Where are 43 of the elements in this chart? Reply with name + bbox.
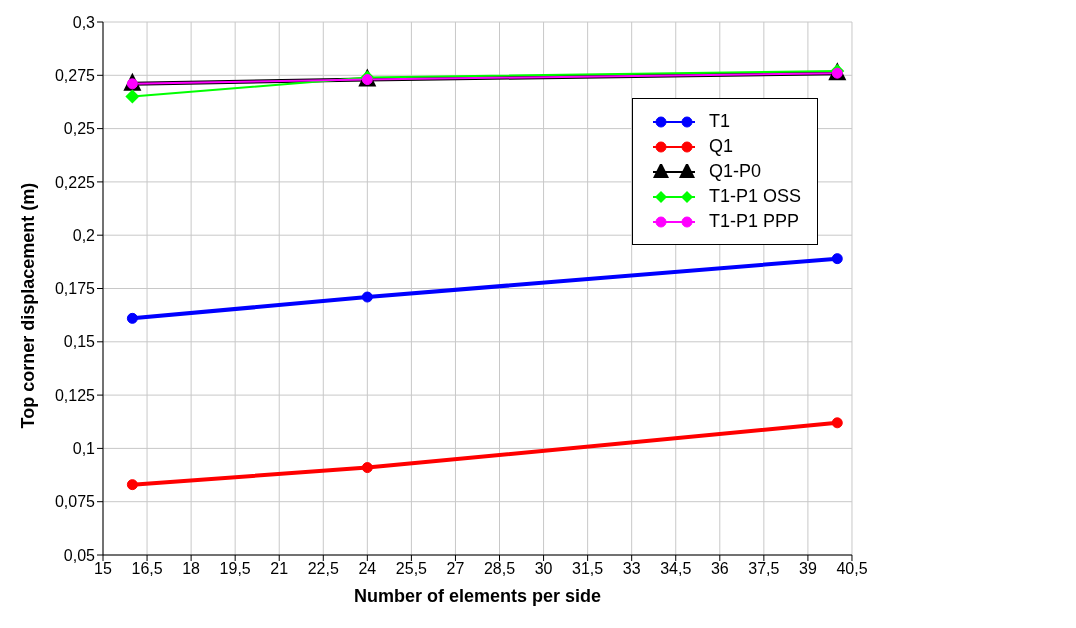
x-tick-label: 28,5 <box>483 560 516 578</box>
x-tick-label: 37,5 <box>748 560 780 578</box>
y-tick-label: 0,1 <box>72 440 96 458</box>
point <box>831 417 843 429</box>
x-tick-label: 30 <box>534 560 553 578</box>
y-tick-label: 0,2 <box>72 226 96 244</box>
x-tick-label: 19,5 <box>219 560 251 578</box>
y-tick-label: 0,125 <box>54 386 96 404</box>
x-tick-label: 18 <box>182 560 201 578</box>
legend-label: Q1 <box>708 136 733 157</box>
point <box>126 479 138 491</box>
y-tick-label: 0,075 <box>54 493 96 511</box>
y-tick-label: 0,225 <box>54 173 96 191</box>
point <box>125 89 140 104</box>
x-axis-title: Number of elements per side <box>353 586 602 606</box>
x-tick-label: 39 <box>799 560 817 578</box>
x-tick-label: 25,5 <box>395 560 428 578</box>
x-tick-label: 36 <box>710 560 729 578</box>
x-tick-label: 31,5 <box>572 560 604 578</box>
point <box>361 462 373 474</box>
x-tick-label: 16,5 <box>131 560 163 578</box>
y-axis-title: Top corner displacement (m) <box>18 182 39 429</box>
y-tick-label: 0,25 <box>63 120 96 138</box>
y-tick-label: 0,05 <box>63 546 96 564</box>
x-tick-label: 34,5 <box>660 560 692 578</box>
legend-label: Q1-P0 <box>708 161 761 182</box>
point <box>831 253 843 265</box>
legend-label: T1-P1 OSS <box>708 186 801 207</box>
x-tick-label: 15 <box>94 560 112 578</box>
y-tick-label: 0,3 <box>72 13 96 31</box>
legend-label: T1 <box>708 111 730 132</box>
point <box>361 291 373 303</box>
x-tick-label: 24 <box>358 560 377 578</box>
x-tick-label: 33 <box>622 560 641 578</box>
x-tick-label: 40,5 <box>836 560 868 578</box>
point <box>126 312 138 324</box>
x-tick-label: 22,5 <box>307 560 339 578</box>
legend-label: T1-P1 PPP <box>708 211 800 232</box>
y-tick-label: 0,175 <box>54 280 96 298</box>
y-tick-label: 0,275 <box>54 66 96 84</box>
x-tick-label: 27 <box>446 560 465 578</box>
y-tick-label: 0,15 <box>63 333 96 351</box>
x-tick-label: 21 <box>270 560 289 578</box>
